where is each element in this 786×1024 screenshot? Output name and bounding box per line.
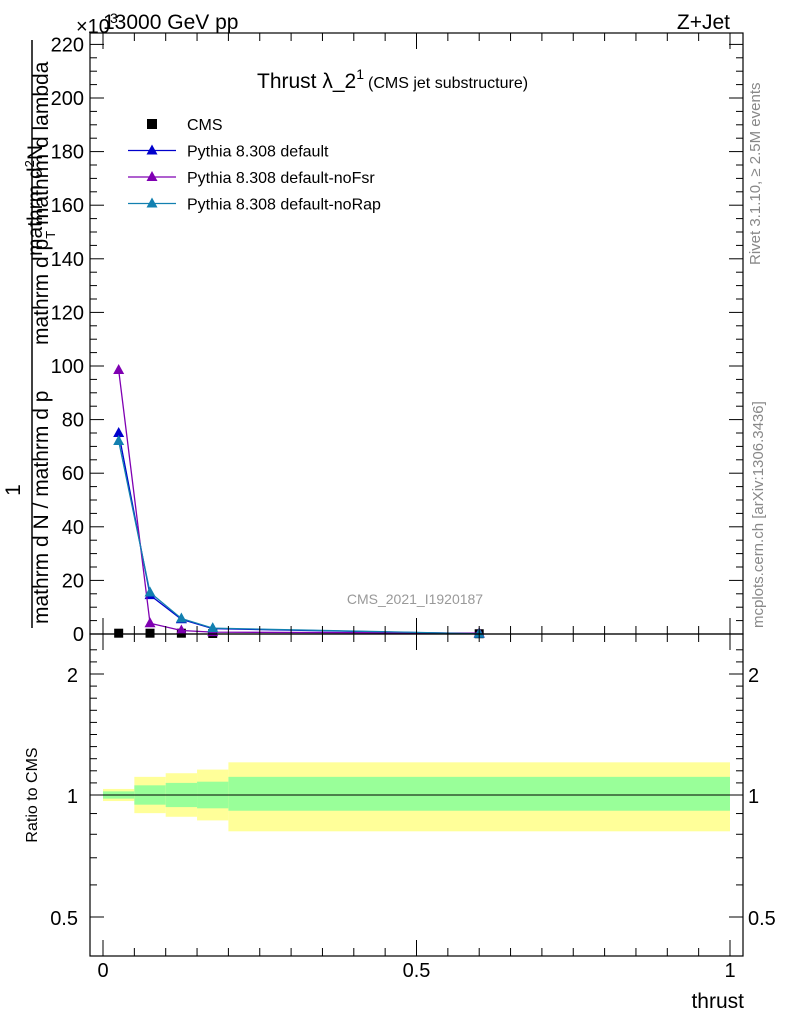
y-label-denominator-2: mathrm d pT mathrm d lambda	[30, 61, 58, 345]
legend-label: CMS	[187, 117, 223, 134]
x-ticks: 0 0.5 1	[97, 33, 736, 982]
series-2-point	[113, 364, 125, 375]
analysis-watermark: CMS_2021_I1920187	[347, 591, 483, 607]
legend-entry-2: Pythia 8.308 default-noFsr	[128, 170, 375, 187]
legend-label: Pythia 8.308 default-noRap	[187, 197, 381, 214]
legend-square-marker	[147, 119, 157, 129]
ratio-y-tick-label-right: 2	[748, 665, 759, 687]
series-3-point	[175, 612, 187, 623]
main-y-tick-label: 80	[62, 410, 84, 432]
cms-data-point	[114, 628, 124, 638]
legend-triangle-marker	[146, 171, 158, 181]
main-y-tick-label: 40	[62, 517, 84, 539]
x-axis-label: thrust	[691, 990, 744, 1013]
legend-triangle-marker	[146, 144, 158, 155]
main-y-tick-label: 120	[51, 302, 84, 324]
main-y-tick-label: 200	[51, 88, 84, 110]
y-axis-label: 1 mathrm d N / mathrm d p mathrm d2N mat…	[2, 40, 58, 628]
ratio-y-ticks: 0.5 0.5 1 1 2 2	[50, 649, 776, 930]
ratio-axis-label: Ratio to CMS	[24, 747, 41, 842]
legend-entry-1: Pythia 8.308 default	[128, 144, 329, 161]
y-label-one: 1	[2, 484, 25, 496]
cms-data-point	[145, 628, 155, 638]
series-3-point	[207, 622, 219, 633]
main-y-tick-label: 20	[62, 570, 84, 592]
series-1-point	[113, 427, 125, 437]
legend-label: Pythia 8.308 default	[187, 144, 329, 161]
ratio-y-tick-label-right: 0.5	[748, 908, 776, 930]
legend-entry-3: Pythia 8.308 default-noRap	[128, 197, 381, 214]
ratio-y-tick-label-right: 1	[748, 786, 759, 808]
series-layer	[113, 364, 485, 639]
series-2-point	[175, 624, 187, 635]
mcplots-label: mcplots.cern.ch [arXiv:1306.3436]	[750, 401, 767, 628]
legend: CMS Pythia 8.308 default Pythia 8.308 defa…	[128, 117, 381, 214]
main-y-tick-label: 60	[62, 463, 84, 485]
ratio-uncertainty-bands	[103, 762, 730, 832]
ratio-y-tick-label: 0.5	[50, 908, 78, 930]
legend-label: Pythia 8.308 default-noFsr	[187, 170, 375, 187]
x-tick-label: 1	[724, 960, 735, 982]
legend-triangle-marker	[146, 197, 158, 208]
y-label-denominator: mathrm d N / mathrm d p	[30, 391, 53, 624]
ratio-y-tick-label: 1	[67, 786, 78, 808]
main-y-tick-label: 160	[51, 195, 84, 217]
ratio-inner-band-4	[228, 776, 730, 811]
rivet-label: Rivet 3.1.10, ≥ 2.5M events	[747, 83, 764, 266]
main-y-ticks: 0 20 40 60 80 100 120 140 160 180 200 220	[51, 34, 743, 646]
main-y-tick-label: 100	[51, 356, 84, 378]
main-y-tick-label: 220	[51, 34, 84, 56]
main-y-tick-label: 0	[73, 624, 84, 646]
plot-title: Thrust λ_21(CMS jet substructure)	[257, 66, 528, 93]
y-label-numerator-2: mathrm d2N	[22, 145, 47, 256]
main-y-tick-label: 140	[51, 249, 84, 271]
header-process: Z+Jet	[677, 11, 730, 34]
x-tick-label: 0	[97, 960, 108, 982]
header-energy: 13000 GeV pp	[103, 11, 238, 34]
series-3-point	[113, 435, 125, 446]
series-3-point	[144, 586, 156, 597]
x-tick-label: 0.5	[403, 960, 431, 982]
legend-entry-0: CMS	[147, 117, 223, 134]
series-2-point	[144, 617, 156, 628]
ratio-y-tick-label: 2	[67, 665, 78, 687]
main-y-tick-label: 180	[51, 142, 84, 164]
